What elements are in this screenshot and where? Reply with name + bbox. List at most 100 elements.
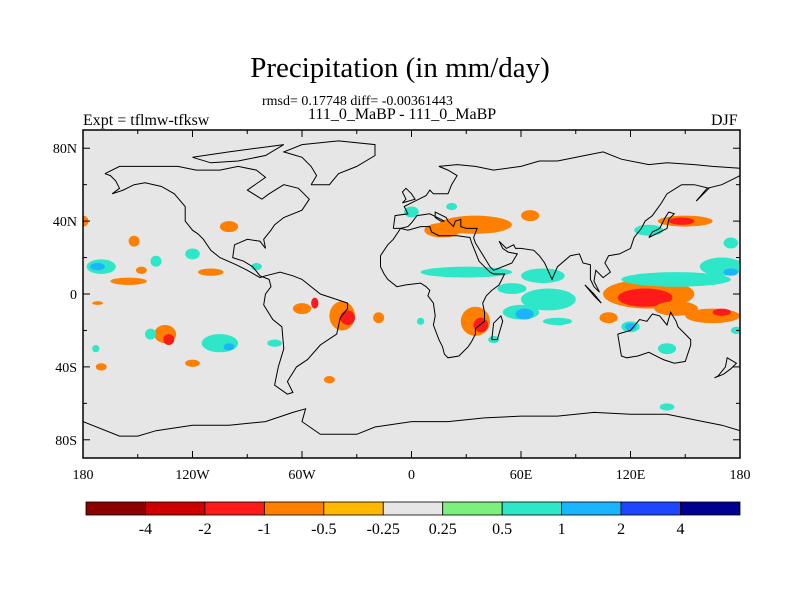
coastline <box>104 165 349 395</box>
anomaly-region <box>163 334 175 346</box>
colorbar-label: 4 <box>677 521 685 538</box>
anomaly-region <box>219 221 239 233</box>
y-tick-label: 80N <box>53 142 77 157</box>
coastline <box>617 310 692 364</box>
coastline-layer <box>83 140 740 458</box>
anomaly-region <box>267 339 282 347</box>
coastline <box>392 151 740 293</box>
anomaly-region <box>657 343 677 355</box>
y-axis: 80N 40N 0 40S 80S <box>53 142 740 449</box>
coastline <box>192 144 285 164</box>
anomaly-region <box>92 301 104 305</box>
anomaly-region <box>201 334 239 353</box>
case-label: 111_0_MaBP - 111_0_MaBP <box>308 106 497 123</box>
anomaly-region <box>730 326 740 335</box>
colorbar-swatch <box>680 501 741 516</box>
colorbar-label: 0.25 <box>429 521 457 538</box>
y-tick-label: 80S <box>55 434 77 449</box>
anomaly-region <box>634 224 664 236</box>
coastline <box>648 211 676 238</box>
anomaly-region <box>90 263 105 271</box>
experiment-label: Expt = tflmw-tfksw <box>83 112 210 129</box>
anomaly-region <box>95 363 107 371</box>
anomaly-region <box>311 297 319 309</box>
anomaly-region <box>420 266 512 278</box>
anomaly-region <box>197 268 224 276</box>
season-label: DJF <box>711 112 738 129</box>
colorbar-swatch <box>263 501 325 516</box>
x-tick-label: 0 <box>408 468 415 483</box>
anomaly-region <box>404 206 419 218</box>
colorbar-swatch <box>145 501 206 516</box>
anomaly-region <box>145 328 156 340</box>
colorbar-label: 0.5 <box>492 521 512 538</box>
anomaly-region <box>621 272 731 287</box>
anomaly-region <box>185 248 200 260</box>
anomaly-region <box>625 323 636 331</box>
chart-title: Precipitation (in mm/day) <box>250 52 550 84</box>
colorbar-swatch <box>382 501 444 516</box>
x-tick-label: 60W <box>288 468 316 483</box>
colorbar-label: -0.5 <box>311 521 336 538</box>
colorbar: -4 -2 -1 -0.5 -0.25 0.25 0.5 1 2 4 <box>85 501 741 538</box>
y-tick-label: 0 <box>70 288 77 303</box>
anomaly-region <box>340 310 355 325</box>
colorbar-label: -4 <box>139 521 152 538</box>
anomaly-fill-layer <box>83 202 740 411</box>
anomaly-region <box>416 317 425 325</box>
coastline <box>380 226 506 359</box>
colorbar-swatch <box>85 501 146 516</box>
anomaly-region <box>150 255 162 267</box>
x-axis: 180 120W 60W 0 60E 120E 180 <box>73 130 751 483</box>
x-tick-label: 60E <box>510 468 533 483</box>
anomaly-region <box>659 403 675 411</box>
colorbar-swatch <box>620 501 681 516</box>
anomaly-region <box>515 308 534 320</box>
anomaly-region <box>542 317 573 325</box>
anomaly-region <box>521 268 565 284</box>
anomaly-region <box>292 303 312 315</box>
colorbar-swatch <box>204 501 265 516</box>
anomaly-region <box>599 312 618 324</box>
colorbar-swatch <box>501 501 563 516</box>
anomaly-region <box>323 376 335 384</box>
colorbar-swatch <box>561 501 622 516</box>
colorbar-swatch <box>442 501 503 516</box>
coastline <box>584 284 602 304</box>
anomaly-region <box>438 215 512 234</box>
anomaly-region <box>92 345 100 353</box>
anomaly-region <box>521 288 576 311</box>
colorbar-label: -2 <box>198 521 211 538</box>
coastline <box>282 140 376 186</box>
anomaly-region <box>185 359 200 367</box>
x-tick-label: 120E <box>616 468 646 483</box>
anomaly-region <box>135 266 147 274</box>
anomaly-region <box>617 288 673 307</box>
anomaly-region <box>128 235 140 247</box>
anomaly-region <box>373 312 385 324</box>
anomaly-region <box>223 343 235 351</box>
y-tick-label: 40N <box>53 215 77 230</box>
anomaly-region <box>497 283 527 294</box>
anomaly-region <box>654 301 699 316</box>
coastline <box>714 357 738 379</box>
y-tick-label: 40S <box>55 361 77 376</box>
coastline <box>491 314 504 341</box>
colorbar-label: -0.25 <box>367 521 400 538</box>
x-tick-label: 180 <box>73 468 94 483</box>
anomaly-region <box>668 217 695 225</box>
x-tick-label: 180 <box>730 468 751 483</box>
colorbar-label: 1 <box>558 521 566 538</box>
x-tick-label: 120W <box>175 468 210 483</box>
anomaly-region <box>712 308 731 316</box>
anomaly-region <box>446 202 458 211</box>
stats-subtitle: rmsd= 0.17748 diff= -0.00361443 <box>262 94 453 109</box>
anomaly-region <box>685 308 740 324</box>
anomaly-region <box>110 277 147 285</box>
anomaly-region <box>723 237 739 249</box>
coastline <box>83 408 740 458</box>
anomaly-region <box>521 210 540 222</box>
coastline <box>401 187 416 204</box>
